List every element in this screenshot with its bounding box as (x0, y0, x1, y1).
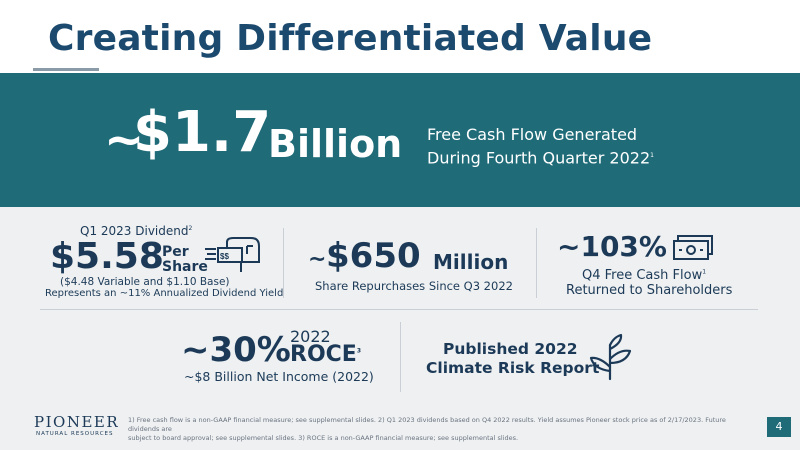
banner-description: Free Cash Flow Generated During Fourth Q… (427, 124, 667, 168)
dividend-breakdown: ($4.48 Variable and $1.10 Base) (60, 276, 230, 288)
title-underline (33, 68, 99, 71)
roce-label: ROCE3 (290, 342, 362, 367)
climate-line1: Published 2022 (443, 340, 578, 358)
banner-desc-line1: Free Cash Flow Generated (427, 125, 638, 144)
dividend-heading: Q1 2023 Dividend2 (80, 224, 193, 238)
climate-line2: Climate Risk Report (426, 359, 600, 377)
footnote-marker: 1 (650, 152, 654, 159)
fcf-return-line2: Returned to Shareholders (566, 283, 733, 298)
company-logo: PIONEER (34, 413, 120, 431)
dividend-yield: Represents an ~11% Annualized Dividend Y… (45, 288, 284, 299)
divider (400, 322, 401, 392)
repurchase-amount: $650 (326, 236, 421, 276)
divider (40, 309, 758, 310)
roce-year: 2022 (290, 327, 331, 346)
cash-icon (673, 235, 713, 260)
dividend-amount: $5.58 (50, 236, 164, 277)
divider (536, 228, 537, 298)
dividend-share: Share (162, 259, 208, 275)
roce-description: ~$8 Billion Net Income (2022) (184, 369, 374, 384)
footnotes: 1) Free cash flow is a non-GAAP financia… (128, 416, 738, 443)
divider (283, 228, 284, 298)
roce-amount: ~30% (181, 330, 291, 370)
plant-icon (589, 333, 632, 381)
page-title: Creating Differentiated Value (48, 18, 653, 59)
fcf-return-amount: ~103% (557, 230, 667, 263)
banner-desc-line2: During Fourth Quarter 2022 (427, 148, 651, 168)
fcf-return-line1: Q4 Free Cash Flow1 (582, 268, 707, 283)
repurchase-unit: Million (433, 250, 509, 274)
dividend-per: Per (162, 244, 189, 260)
repurchase-tilde: ~ (308, 247, 327, 272)
footnote-line2: subject to board approval; see supplemen… (128, 434, 519, 442)
company-logo-subtitle: NATURAL RESOURCES (36, 431, 114, 437)
banner-tilde: ~ (104, 112, 145, 168)
svg-text:$$: $$ (220, 252, 229, 261)
mailbox-icon: $$ (205, 237, 260, 272)
highlight-banner (0, 73, 800, 207)
banner-amount: $1.7 (133, 100, 272, 165)
footnote-line1: 1) Free cash flow is a non-GAAP financia… (128, 416, 726, 433)
repurchase-description: Share Repurchases Since Q3 2022 (315, 279, 513, 293)
banner-unit: Billion (268, 122, 403, 166)
page-number: 4 (767, 417, 791, 437)
